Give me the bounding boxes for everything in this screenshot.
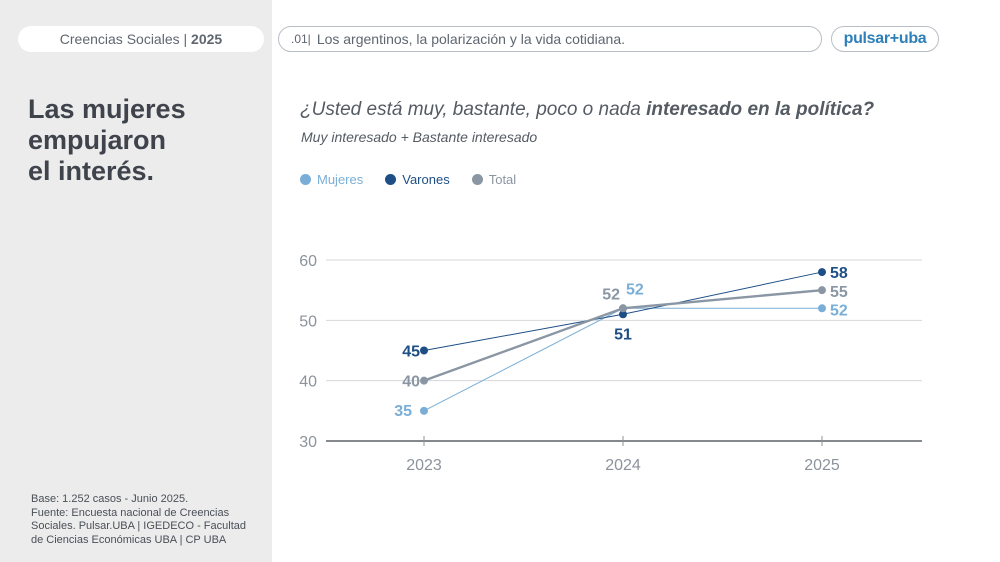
data-label-total: 40 bbox=[402, 374, 420, 391]
y-tick-label: 50 bbox=[299, 313, 317, 330]
chart-subtitle: Muy interesado + Bastante interesado bbox=[301, 129, 538, 145]
data-point-total bbox=[818, 286, 826, 295]
data-label-mujeres: 35 bbox=[394, 403, 412, 420]
sidebar-panel bbox=[0, 0, 272, 562]
headline: Las mujeres empujaron el interés. bbox=[28, 94, 258, 187]
chart-title-emphasis: interesado en la política? bbox=[646, 99, 875, 120]
brand-name: pulsar+uba bbox=[843, 30, 927, 47]
data-label-mujeres: 52 bbox=[626, 281, 644, 298]
data-point-mujeres bbox=[420, 406, 428, 415]
section-year: 2025 bbox=[191, 31, 223, 47]
y-tick-label: 40 bbox=[299, 374, 317, 391]
legend-item-varones: Varones bbox=[385, 172, 450, 187]
headline-line: Las mujeres bbox=[28, 94, 186, 124]
brand-logo: pulsar+uba bbox=[831, 26, 939, 52]
headline-line: empujaron bbox=[28, 125, 167, 155]
y-tick-label: 60 bbox=[299, 253, 317, 270]
legend-label: Total bbox=[488, 172, 517, 187]
topic-number: .01| bbox=[291, 32, 311, 46]
legend-item-total: Total bbox=[471, 172, 517, 187]
data-point-varones bbox=[818, 268, 826, 277]
legend-marker bbox=[300, 174, 311, 185]
data-label-mujeres: 52 bbox=[830, 302, 848, 319]
chart-legend: Mujeres Varones Total bbox=[300, 172, 516, 187]
footnote-line: Fuente: Encuesta nacional de Creencias bbox=[31, 506, 230, 519]
data-point-total bbox=[619, 304, 627, 313]
y-tick-label: 30 bbox=[299, 434, 317, 451]
data-point-mujeres bbox=[818, 304, 826, 313]
source-footnote: Base: 1.252 casos - Junio 2025. Fuente: … bbox=[31, 493, 261, 547]
footnote-line: Base: 1.252 casos - Junio 2025. bbox=[31, 493, 189, 505]
chart-title-prefix: ¿Usted está muy, bastante, poco o nada bbox=[300, 99, 641, 120]
headline-line: el interés. bbox=[28, 156, 155, 186]
chart-title: ¿Usted está muy, bastante, poco o nada i… bbox=[300, 99, 874, 121]
data-label-varones: 58 bbox=[830, 265, 848, 282]
topic-header: .01| Los argentinos, la polarización y l… bbox=[278, 26, 822, 52]
x-tick-label: 2024 bbox=[605, 457, 641, 474]
x-tick-label: 2025 bbox=[804, 457, 840, 474]
legend-marker bbox=[385, 174, 397, 185]
data-point-total bbox=[420, 376, 428, 385]
data-label-total: 55 bbox=[830, 284, 848, 301]
data-label-varones: 45 bbox=[402, 344, 420, 361]
topic-title: Los argentinos, la polarización y la vid… bbox=[316, 31, 625, 47]
x-tick-label: 2023 bbox=[406, 457, 442, 474]
section-header: Creencias Sociales | 2025 bbox=[18, 26, 264, 52]
legend-marker bbox=[471, 174, 483, 185]
footnote-line: de Ciencias Económicas UBA | CP UBA bbox=[31, 533, 227, 546]
data-label-varones: 51 bbox=[614, 326, 632, 343]
legend-item-mujeres: Mujeres bbox=[300, 172, 363, 187]
data-point-varones bbox=[619, 310, 627, 319]
section-label: Creencias Sociales | bbox=[59, 31, 188, 47]
legend-label: Varones bbox=[402, 172, 450, 187]
footnote-line: Sociales. Pulsar.UBA | IGEDECO - Faculta… bbox=[31, 520, 246, 532]
data-label-total: 52 bbox=[602, 286, 620, 303]
legend-label: Mujeres bbox=[317, 172, 364, 187]
data-point-varones bbox=[420, 346, 428, 355]
